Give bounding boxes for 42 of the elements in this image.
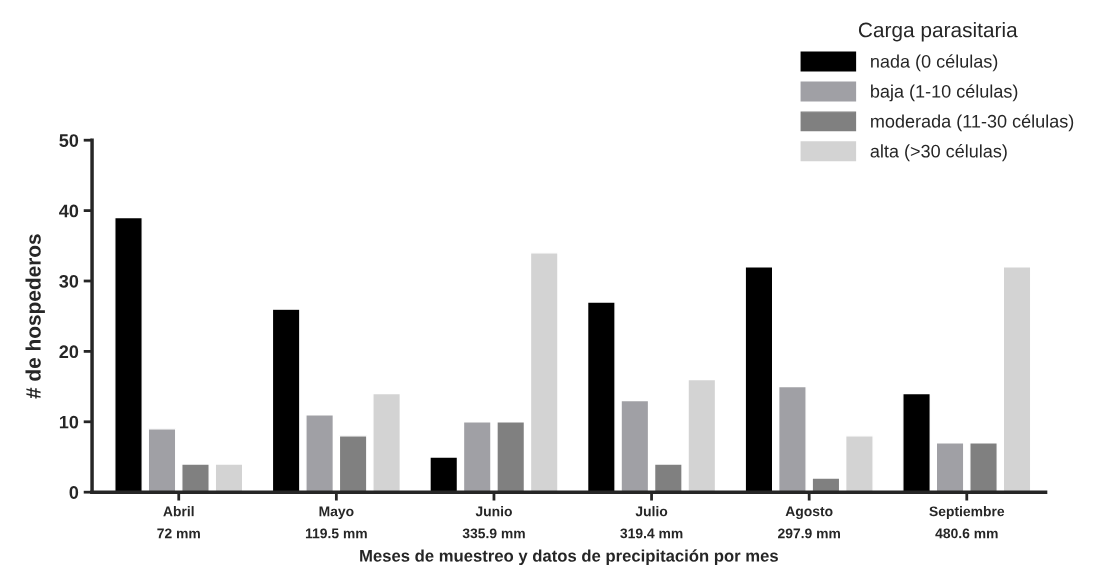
bar [147, 428, 177, 493]
bar [214, 463, 244, 493]
bar [935, 442, 965, 493]
bar [620, 399, 650, 493]
x-tick-label: Septiembre 480.6 mm [929, 506, 1005, 539]
bar [529, 252, 559, 493]
x-tick-label: Mayo 119.5 mm [305, 506, 367, 539]
legend-label: alta (>30 células) [870, 144, 1007, 162]
bar [969, 442, 998, 493]
bar [844, 435, 874, 493]
bar [338, 435, 368, 493]
y-tick-label: 30 [59, 274, 79, 288]
x-tick-label: Agosto 297.9 mm [778, 506, 840, 539]
bar [372, 392, 402, 493]
x-axis-title: Meses de muestreo y datos de precipitación por mes [360, 549, 778, 566]
bar [1002, 266, 1032, 493]
x-tick-label: Julio 319.4 mm [620, 506, 683, 539]
y-axis-title: # de hospederos [25, 234, 45, 399]
y-tick-label: 10 [59, 415, 79, 429]
bar [902, 392, 931, 493]
y-tick-label: 40 [59, 204, 79, 218]
y-tick-label: 20 [59, 345, 79, 359]
bar [271, 308, 301, 493]
x-tick-label: Junio 335.9 mm [462, 506, 525, 539]
legend-label: nada (0 células) [871, 54, 998, 72]
legend-label: baja (1-10 células) [871, 84, 1018, 102]
legend-title: Carga parasitaria [858, 22, 1018, 42]
x-tick-label: Abril 72 mm [157, 506, 200, 539]
legend-label: moderada (11-30 células) [871, 114, 1074, 132]
bar [653, 463, 683, 493]
bar [429, 456, 459, 493]
bar [586, 301, 616, 493]
y-tick-label: 50 [59, 134, 79, 147]
bar [181, 463, 210, 493]
bar [496, 421, 526, 493]
bar [744, 266, 774, 493]
bar [778, 385, 807, 493]
y-tick-label: 0 [69, 486, 79, 499]
bar [305, 414, 335, 493]
bar [687, 378, 717, 493]
bar [114, 216, 143, 493]
bar [462, 421, 492, 493]
